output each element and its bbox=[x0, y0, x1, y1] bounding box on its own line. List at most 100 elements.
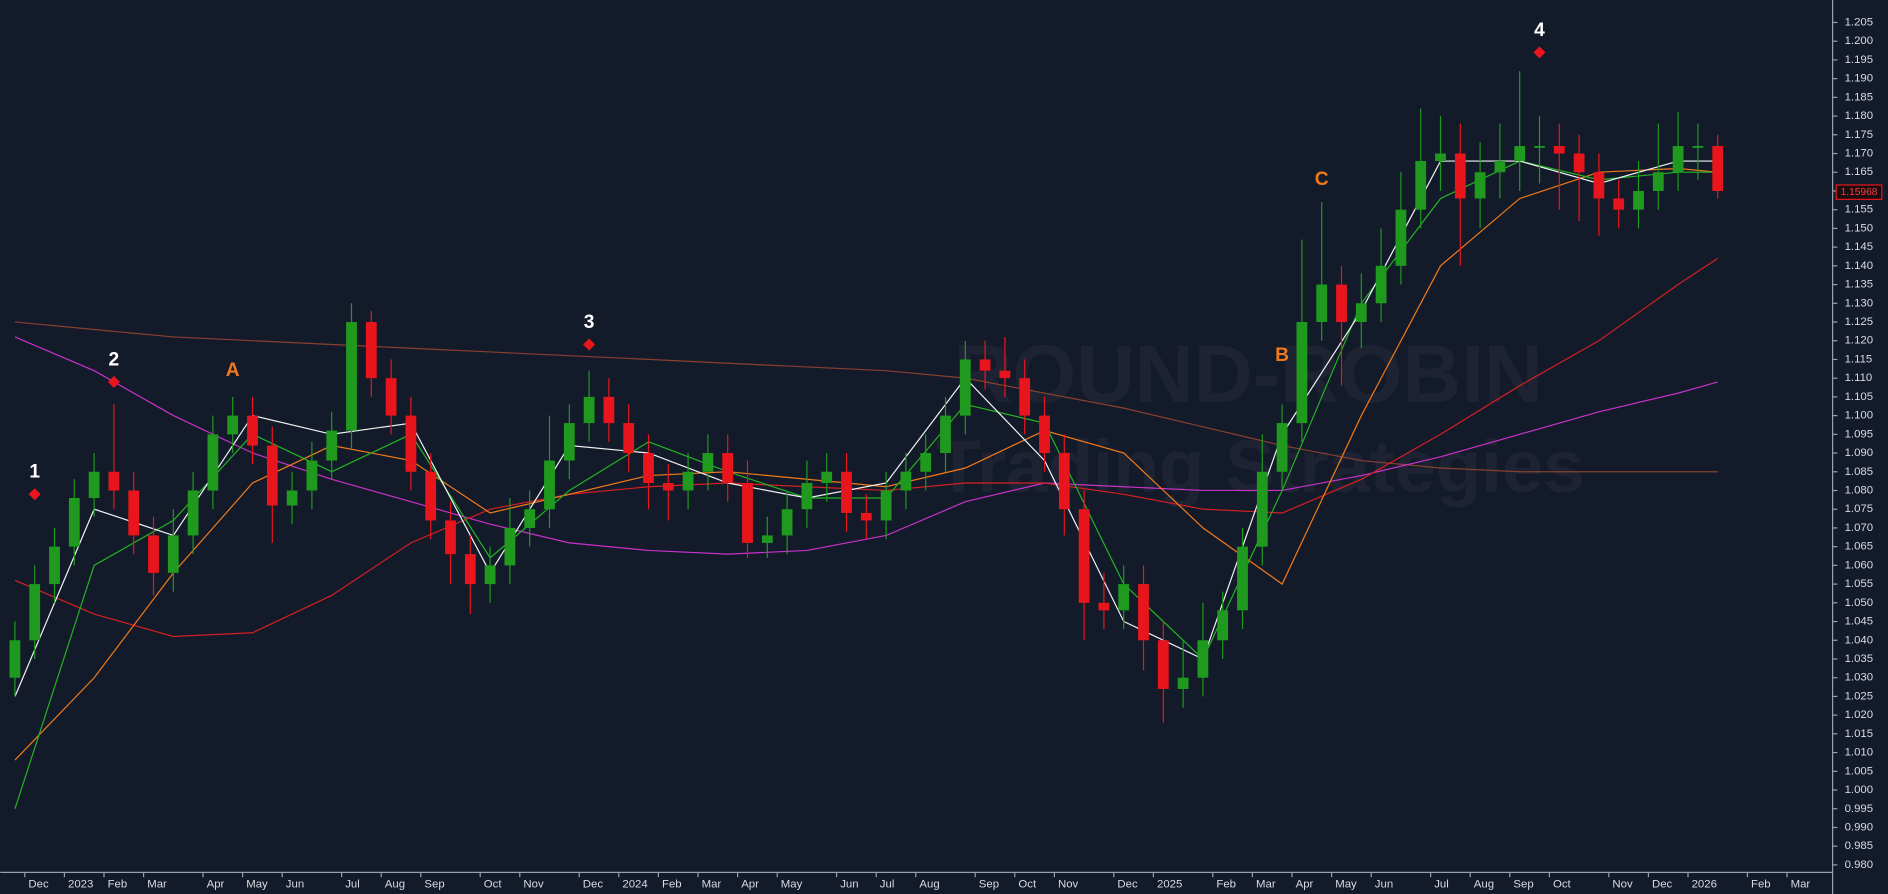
candle-body bbox=[643, 453, 654, 484]
candle-body bbox=[742, 483, 753, 543]
x-tick-label: Sep bbox=[979, 878, 999, 890]
candle-body bbox=[187, 490, 199, 536]
x-tick-label: Nov bbox=[1612, 878, 1633, 890]
candle-body bbox=[306, 460, 318, 491]
x-tick-label: Nov bbox=[1058, 878, 1079, 890]
y-tick-label: 1.140 bbox=[1845, 260, 1874, 272]
y-tick-label: 1.180 bbox=[1845, 110, 1874, 122]
y-tick-label: 1.075 bbox=[1845, 503, 1874, 515]
candle-body bbox=[1296, 322, 1308, 424]
x-tick-label: Oct bbox=[484, 878, 503, 890]
signal-marker bbox=[583, 338, 596, 351]
y-tick-label: 1.135 bbox=[1845, 279, 1874, 291]
candle-body bbox=[682, 471, 694, 491]
candle-body bbox=[544, 460, 555, 510]
y-tick-label: 1.055 bbox=[1845, 578, 1874, 590]
candle-body bbox=[1118, 584, 1130, 611]
x-tick-label: Sep bbox=[1513, 878, 1533, 890]
candle-body bbox=[860, 512, 872, 521]
candle-body bbox=[959, 359, 971, 416]
candle-body bbox=[247, 415, 258, 446]
candle-body bbox=[108, 471, 120, 491]
candle-body bbox=[1435, 153, 1446, 162]
y-tick-label: 1.015 bbox=[1845, 728, 1874, 740]
candle-body bbox=[1177, 677, 1189, 689]
moving-average bbox=[14, 321, 1718, 473]
candle-body bbox=[207, 434, 219, 491]
y-tick-label: 1.060 bbox=[1845, 559, 1874, 571]
annotation-label: 1 bbox=[29, 462, 40, 483]
candle-body bbox=[940, 415, 951, 454]
candle-body bbox=[880, 490, 892, 521]
x-tick-label: Jul bbox=[1434, 878, 1449, 890]
y-tick-label: 1.025 bbox=[1845, 690, 1874, 702]
y-tick-label: 1.095 bbox=[1845, 428, 1874, 440]
x-tick-label: 2025 bbox=[1157, 878, 1182, 890]
y-tick-label: 1.175 bbox=[1845, 129, 1874, 141]
candle-body bbox=[1237, 546, 1248, 611]
x-tick-label: Oct bbox=[1553, 878, 1572, 890]
candle-body bbox=[1375, 265, 1387, 304]
x-tick-label: Jun bbox=[840, 878, 858, 890]
candle-body bbox=[148, 535, 159, 573]
x-tick-label: Aug bbox=[1474, 878, 1494, 890]
candle-body bbox=[1217, 610, 1229, 641]
candle-body bbox=[266, 445, 278, 506]
y-tick-label: 1.070 bbox=[1845, 522, 1874, 534]
x-tick-label: Aug bbox=[385, 878, 405, 890]
y-tick-label: 0.985 bbox=[1845, 840, 1874, 852]
signal-marker bbox=[28, 488, 41, 501]
candle-body bbox=[1098, 602, 1110, 611]
y-tick-label: 1.145 bbox=[1845, 241, 1874, 253]
candle-body bbox=[662, 483, 674, 491]
candle-body bbox=[603, 396, 615, 424]
candle-body bbox=[1454, 153, 1466, 199]
x-tick-label: Apr bbox=[741, 878, 759, 890]
x-tick-label: Dec bbox=[1652, 878, 1673, 890]
y-tick-label: 1.030 bbox=[1845, 672, 1874, 684]
signal-marker bbox=[107, 375, 120, 388]
y-tick-label: 1.185 bbox=[1845, 91, 1874, 103]
y-tick-label: 1.195 bbox=[1845, 54, 1874, 66]
candle-body bbox=[128, 490, 140, 536]
x-tick-label: Feb bbox=[108, 878, 128, 890]
y-tick-label: 1.040 bbox=[1845, 634, 1874, 646]
y-tick-label: 1.050 bbox=[1845, 597, 1874, 609]
y-tick-label: 1.100 bbox=[1845, 410, 1874, 422]
x-tick-label: May bbox=[1335, 878, 1357, 890]
x-tick-label: Apr bbox=[1296, 878, 1314, 890]
last-price-box bbox=[1835, 184, 1883, 200]
candle-body bbox=[1633, 190, 1644, 210]
y-tick-label: 1.125 bbox=[1845, 316, 1874, 328]
x-tick-label: Dec bbox=[28, 878, 49, 890]
x-tick-label: Mar bbox=[1791, 878, 1811, 890]
candle-body bbox=[1573, 153, 1585, 173]
candle-body bbox=[1712, 146, 1724, 191]
x-tick-label: Dec bbox=[583, 878, 604, 890]
y-tick-label: 1.190 bbox=[1845, 73, 1874, 85]
annotation-label: 3 bbox=[584, 312, 595, 333]
candle-body bbox=[88, 471, 100, 498]
annotation-label: B bbox=[1275, 345, 1289, 366]
candle-body bbox=[920, 453, 932, 472]
candle-body bbox=[445, 520, 456, 555]
annotation-label: C bbox=[1315, 169, 1329, 190]
annotation-label: A bbox=[226, 360, 240, 381]
candle-body bbox=[583, 396, 595, 424]
y-tick-label: 1.005 bbox=[1845, 765, 1874, 777]
candle-body bbox=[1692, 146, 1704, 148]
candle-body bbox=[1474, 172, 1486, 199]
candle-body bbox=[781, 509, 793, 536]
x-tick-label: Sep bbox=[424, 878, 444, 890]
y-tick-label: 1.045 bbox=[1845, 616, 1874, 628]
y-tick-label: 1.170 bbox=[1845, 148, 1874, 160]
candle-body bbox=[326, 430, 338, 461]
x-tick-label: Feb bbox=[1751, 878, 1771, 890]
candle-body bbox=[1652, 172, 1664, 191]
candle-body bbox=[702, 453, 714, 472]
watermark: ROUND-ROBIN bbox=[954, 329, 1543, 420]
candle-body bbox=[1039, 415, 1050, 454]
candle-body bbox=[464, 554, 476, 585]
y-tick-label: 1.020 bbox=[1845, 709, 1874, 721]
annotation-label: 2 bbox=[109, 349, 120, 370]
